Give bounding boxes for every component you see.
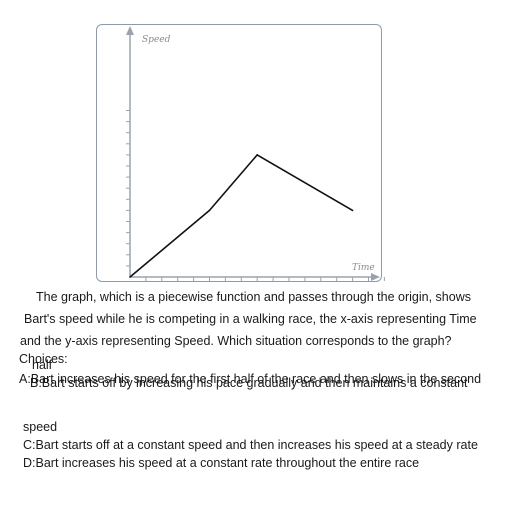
x-axis-label: Time xyxy=(352,263,375,273)
choice-b-continuation: speed xyxy=(23,420,58,434)
choice-b: B:Bart starts off by increasing his pace… xyxy=(30,376,468,390)
question-line-3: and the y-axis representing Speed. Which… xyxy=(20,334,452,348)
line-segment xyxy=(129,209,211,278)
choices-label: Choices: xyxy=(19,352,68,366)
choice-a: A:Bart increases his speed for the first… xyxy=(19,372,482,386)
question-line-2: Bart's speed while he is competing in a … xyxy=(24,312,477,326)
speed-line-series xyxy=(129,154,354,278)
y-axis-arrow xyxy=(126,26,134,35)
line-segment xyxy=(256,154,354,212)
question-line-1: The graph, which is a piecewise function… xyxy=(36,290,471,304)
choice-a-continuation: half xyxy=(32,358,53,372)
chart-frame xyxy=(96,24,382,282)
choice-c: C:Bart starts off at a constant speed an… xyxy=(23,438,478,452)
line-segment xyxy=(208,154,259,212)
speed-time-chart: Speed Time xyxy=(126,26,385,281)
y-axis-label: Speed xyxy=(142,35,171,45)
x-axis-arrow xyxy=(371,273,380,281)
choice-d: D:Bart increases his speed at a constant… xyxy=(23,456,420,470)
